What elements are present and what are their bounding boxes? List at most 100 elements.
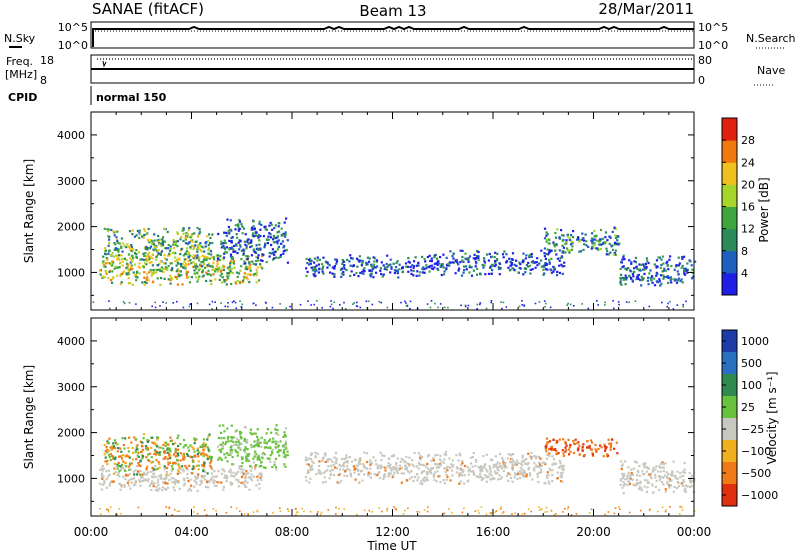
range-cell xyxy=(234,443,237,446)
range-cell xyxy=(366,256,369,259)
range-cell xyxy=(190,445,194,448)
range-cell xyxy=(575,513,578,515)
range-cell xyxy=(474,261,478,264)
range-cell xyxy=(570,248,573,251)
range-cell xyxy=(280,227,283,230)
range-cell xyxy=(628,259,631,262)
range-cell xyxy=(276,242,279,245)
range-cell xyxy=(225,475,228,478)
range-cell xyxy=(227,302,229,304)
range-cell xyxy=(663,267,666,270)
range-cell xyxy=(437,475,440,478)
range-cell xyxy=(129,468,132,471)
range-cell xyxy=(433,262,436,265)
range-cell xyxy=(648,509,651,511)
range-cell xyxy=(207,248,210,251)
range-cell xyxy=(135,279,138,282)
range-cell xyxy=(500,301,502,303)
range-cell xyxy=(257,454,260,458)
range-cell xyxy=(113,248,116,251)
range-cell xyxy=(353,273,356,276)
range-cell xyxy=(643,472,646,476)
range-cell xyxy=(359,470,363,473)
range-cell xyxy=(165,268,168,271)
range-cell xyxy=(236,275,239,278)
range-cell xyxy=(671,471,674,475)
range-cell xyxy=(673,485,676,489)
range-cell xyxy=(272,234,276,238)
range-cell xyxy=(184,238,187,241)
range-cell xyxy=(563,508,566,510)
range-cell xyxy=(202,444,205,447)
range-cell xyxy=(286,450,289,453)
range-cell xyxy=(423,258,426,261)
range-cell xyxy=(604,513,607,516)
range-cell xyxy=(654,468,657,471)
range-cell xyxy=(238,244,242,247)
range-cell xyxy=(240,481,243,484)
range-cell xyxy=(134,449,137,452)
range-cell xyxy=(333,273,336,277)
range-cell xyxy=(612,253,615,256)
range-cell xyxy=(550,257,553,260)
range-cell xyxy=(138,479,141,482)
range-cell xyxy=(162,271,165,274)
range-cell xyxy=(478,512,480,514)
range-cell xyxy=(661,506,664,509)
range-cell xyxy=(127,272,130,275)
range-cell xyxy=(216,481,219,484)
range-cell xyxy=(162,236,165,239)
range-cell xyxy=(129,230,132,233)
range-cell xyxy=(123,468,126,471)
range-cell xyxy=(167,247,170,250)
range-cell xyxy=(172,243,175,246)
range-cell xyxy=(273,463,276,466)
range-cell xyxy=(570,514,573,516)
range-cell xyxy=(239,269,242,272)
range-cell xyxy=(629,269,632,272)
range-cell xyxy=(228,265,231,268)
range-cell xyxy=(611,230,614,233)
range-cell xyxy=(182,457,185,460)
range-cell xyxy=(550,271,553,274)
range-cell xyxy=(106,440,109,443)
range-cell xyxy=(316,259,319,262)
range-cell xyxy=(132,249,135,252)
range-cell xyxy=(386,465,389,468)
range-cell xyxy=(257,442,260,445)
range-cell xyxy=(562,468,565,471)
range-cell xyxy=(240,442,243,445)
range-cell xyxy=(318,258,321,261)
range-cell xyxy=(404,467,407,471)
range-cell xyxy=(640,489,643,492)
range-cell xyxy=(145,245,148,248)
range-cell xyxy=(255,281,258,284)
range-cell xyxy=(103,227,106,230)
range-cell xyxy=(560,474,563,477)
range-cell xyxy=(564,446,567,449)
range-cell xyxy=(409,307,411,310)
range-cell xyxy=(686,262,689,265)
range-cell xyxy=(132,477,136,480)
range-cell xyxy=(571,236,575,239)
range-cell xyxy=(343,461,346,465)
range-cell xyxy=(430,264,433,267)
range-cell xyxy=(565,242,568,245)
range-cell xyxy=(416,264,419,267)
range-cell xyxy=(135,465,138,468)
range-cell xyxy=(144,447,148,450)
range-cell xyxy=(508,257,511,260)
range-cell xyxy=(493,477,496,480)
range-cell xyxy=(326,266,329,269)
range-cell xyxy=(112,276,115,279)
range-cell xyxy=(158,474,161,477)
range-cell xyxy=(230,257,233,260)
range-cell xyxy=(485,480,488,483)
range-cell xyxy=(549,469,552,472)
range-cell xyxy=(259,441,262,444)
range-cell xyxy=(389,466,392,469)
range-cell xyxy=(206,273,209,276)
range-cell xyxy=(487,475,490,478)
range-cell xyxy=(531,261,535,264)
range-cell xyxy=(321,457,324,460)
